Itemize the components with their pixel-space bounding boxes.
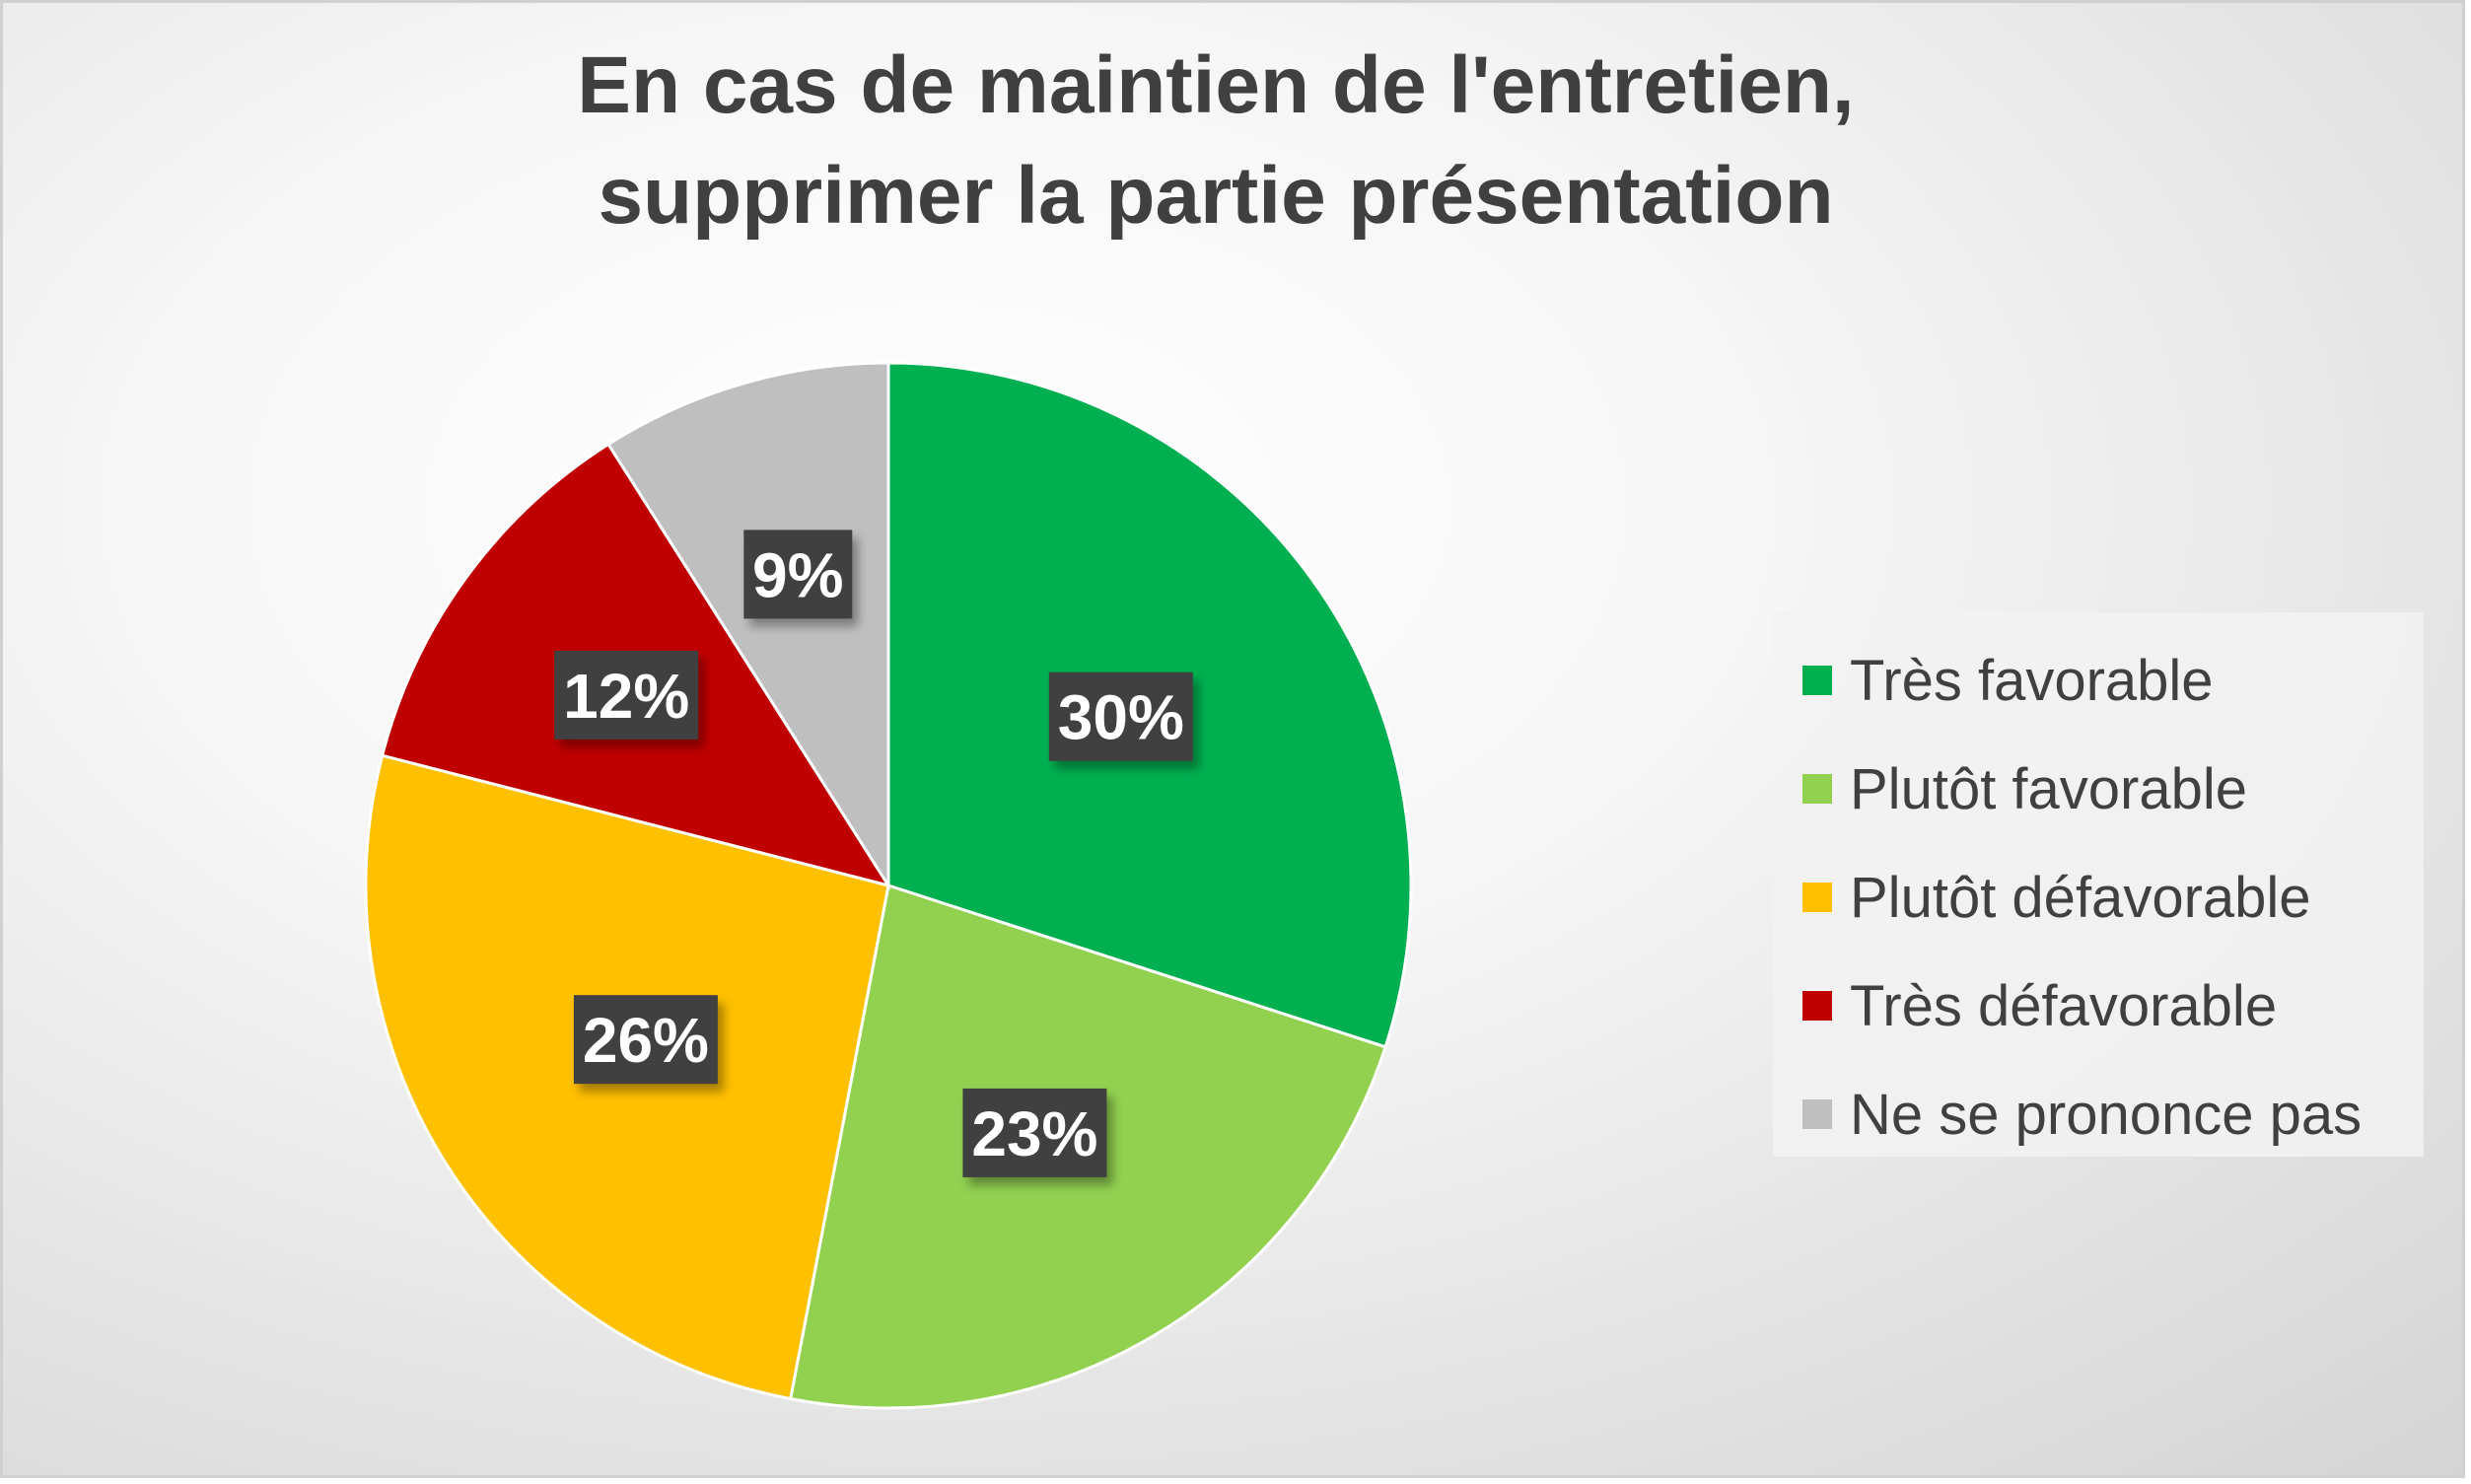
legend-swatch: [1802, 1099, 1832, 1129]
data-label-box: [573, 995, 718, 1085]
legend-swatch: [1802, 774, 1832, 804]
legend-item-plutot-defavorable: Plutôt défavorable: [1802, 843, 2424, 952]
legend-item-ne-se-prononce-pas: Ne se prononce pas: [1802, 1060, 2424, 1168]
legend-item-plutot-favorable: Plutôt favorable: [1802, 735, 2424, 843]
data-label-text: 9%: [752, 539, 844, 610]
legend: Très favorable Plutôt favorable Plutôt déf…: [1773, 612, 2424, 1157]
data-label-tres-favorable: 30%: [1048, 671, 1193, 761]
legend-item-tres-favorable: Très favorable: [1802, 626, 2424, 735]
legend-label: Plutôt favorable: [1850, 756, 2248, 821]
data-label-box: [962, 1088, 1107, 1177]
data-label-text: 30%: [1058, 682, 1184, 753]
legend-swatch: [1802, 883, 1832, 912]
data-label-ne-se-prononce-pas: 9%: [743, 530, 853, 619]
legend-label: Très favorable: [1850, 648, 2214, 713]
pie-data-labels: 30% 23% 26% 12% 9%: [554, 530, 1193, 1177]
legend-label: Plutôt défavorable: [1850, 865, 2311, 930]
chart-title: En cas de maintien de l'entretien, suppr…: [3, 31, 2429, 251]
data-label-box: [743, 530, 853, 619]
legend-swatch: [1802, 666, 1832, 695]
data-label-text: 23%: [971, 1098, 1097, 1169]
data-label-tres-defavorable: 12%: [554, 650, 699, 740]
data-label-plutot-favorable: 23%: [962, 1088, 1107, 1177]
data-label-text: 12%: [563, 661, 689, 732]
pie-slices: [364, 361, 1413, 1410]
chart-title-line-2: supprimer la partie présentation: [598, 151, 1834, 241]
data-label-text: 26%: [583, 1005, 709, 1076]
data-label-box: [554, 650, 699, 740]
data-label-plutot-defavorable: 26%: [573, 995, 718, 1085]
data-label-box: [1048, 671, 1193, 761]
pie-slice-ne-se-prononce-pas: [605, 361, 890, 891]
legend-item-tres-defavorable: Très défavorable: [1802, 952, 2424, 1060]
legend-swatch: [1802, 991, 1832, 1021]
pie-chart: 30% 23% 26% 12% 9%: [364, 361, 1413, 1410]
legend-label: Ne se prononce pas: [1850, 1082, 2363, 1147]
chart-title-line-1: En cas de maintien de l'entretien,: [577, 40, 1855, 130]
legend-label: Très défavorable: [1850, 973, 2278, 1038]
